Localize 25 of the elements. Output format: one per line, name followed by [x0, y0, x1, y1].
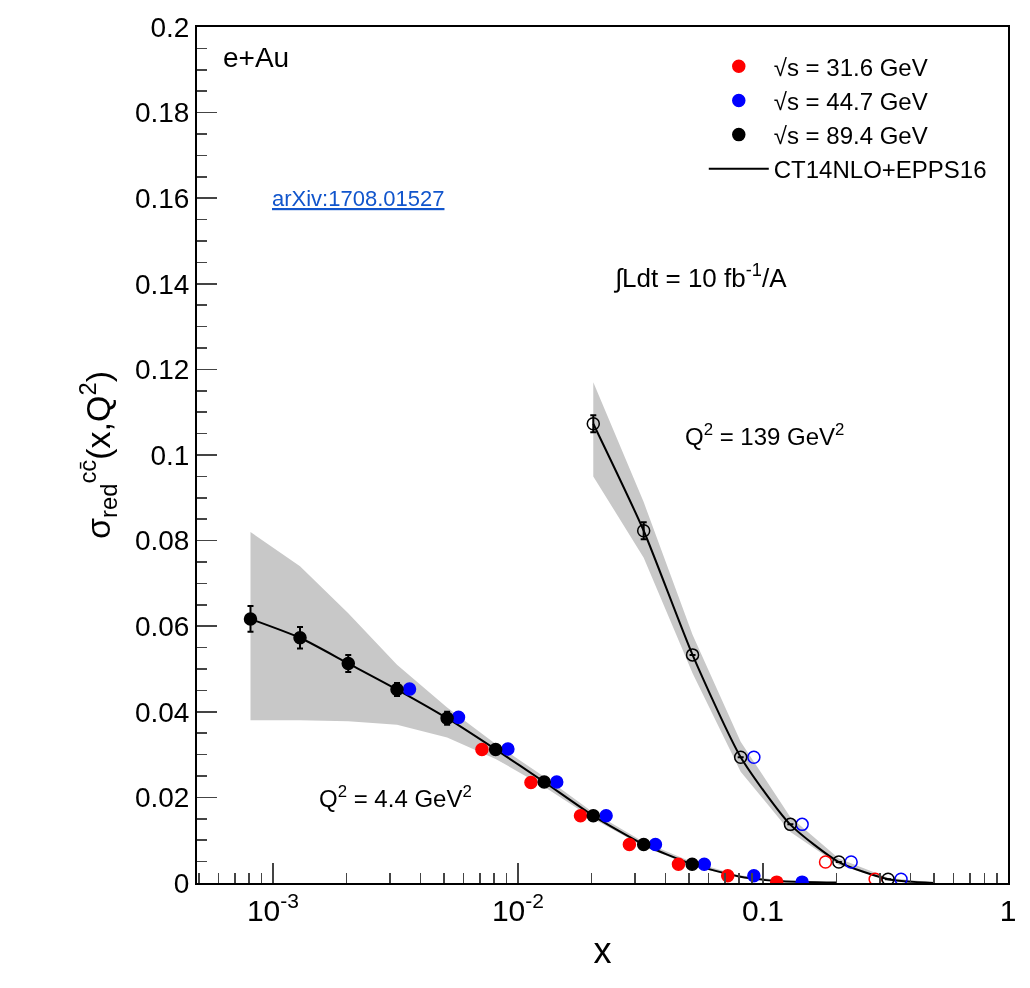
y-tick-label: 0.08 — [134, 525, 190, 557]
annotation: Q$^{2}$ = 139 GeV$^{2}$ — [685, 420, 845, 451]
x-axis-title: x — [593, 930, 612, 972]
legend-label: √s = 89.4 GeV — [773, 121, 928, 149]
y-tick-label: 0.04 — [134, 696, 190, 728]
annotation: arXiv:1708.01527 — [272, 186, 445, 211]
y-tick-label: 0.16 — [134, 183, 190, 214]
y-tick-label: 0.14 — [134, 268, 190, 300]
x-tick-label: 0.1 — [742, 894, 784, 927]
legend-label: √s = 44.7 GeV — [773, 87, 928, 115]
x-tick-label: 10$^{-3}$ — [246, 889, 299, 927]
legend-label: CT14NLO+EPPS16 — [773, 156, 987, 184]
y-tick-label: 0.1 — [150, 439, 190, 471]
annotation: ∫Ldt = 10 fb$^{-1}$/A — [613, 260, 788, 293]
y-tick-label: 0.02 — [134, 782, 190, 814]
y-tick-label: 0.18 — [134, 97, 190, 129]
x-tick-label: 1 — [999, 894, 1017, 927]
y-tick-label: 0 — [173, 867, 190, 899]
annotation: Q$^{2}$ = 4.4 GeV$^{2}$ — [319, 782, 472, 813]
annotation: e+Au — [223, 42, 290, 73]
x-tick-label: 10$^{-2}$ — [491, 889, 544, 927]
y-tick-label: 0.2 — [150, 11, 190, 43]
legend-label: √s = 31.6 GeV — [773, 53, 928, 81]
y-tick-label: 0.12 — [134, 354, 190, 386]
y-tick-label: 0.06 — [134, 611, 190, 642]
